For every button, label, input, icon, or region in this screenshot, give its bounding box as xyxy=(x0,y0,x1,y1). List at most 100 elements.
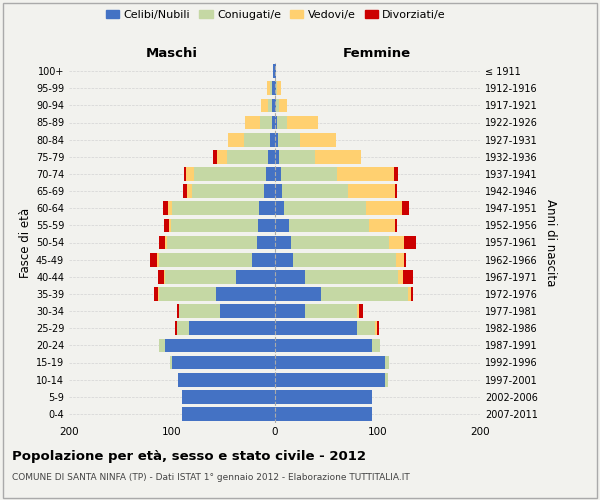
Bar xyxy=(385,373,388,386)
Bar xyxy=(171,218,258,232)
Bar xyxy=(275,218,289,232)
Bar xyxy=(228,133,244,146)
Bar xyxy=(160,287,216,301)
Bar xyxy=(275,407,372,421)
Bar xyxy=(375,322,377,335)
Bar xyxy=(217,150,227,164)
Bar xyxy=(275,287,321,301)
Bar xyxy=(404,236,416,250)
Bar xyxy=(389,236,404,250)
Bar xyxy=(272,116,275,130)
Bar xyxy=(261,98,268,112)
Bar xyxy=(337,167,394,181)
Bar xyxy=(189,322,275,335)
Bar xyxy=(194,167,266,181)
Bar xyxy=(150,253,157,266)
Bar xyxy=(252,253,275,266)
Bar xyxy=(305,304,356,318)
Bar xyxy=(167,202,172,215)
Text: COMUNE DI SANTA NINFA (TP) - Dati ISTAT 1° gennaio 2012 - Elaborazione TUTTITALI: COMUNE DI SANTA NINFA (TP) - Dati ISTAT … xyxy=(12,472,410,482)
Bar xyxy=(275,150,278,164)
Bar xyxy=(266,167,275,181)
Bar xyxy=(167,236,257,250)
Bar xyxy=(220,304,275,318)
Bar xyxy=(275,82,277,95)
Bar xyxy=(403,270,413,283)
Bar xyxy=(321,287,408,301)
Bar xyxy=(275,167,281,181)
Bar xyxy=(281,184,349,198)
Bar xyxy=(160,338,164,352)
Bar xyxy=(402,202,409,215)
Bar xyxy=(289,218,369,232)
Y-axis label: Anni di nascita: Anni di nascita xyxy=(544,199,557,286)
Bar xyxy=(275,116,277,130)
Bar xyxy=(257,236,275,250)
Bar xyxy=(385,356,389,370)
Bar xyxy=(287,116,317,130)
Bar xyxy=(186,167,194,181)
Bar xyxy=(227,150,268,164)
Bar xyxy=(182,390,275,404)
Bar xyxy=(260,116,272,130)
Bar xyxy=(291,236,389,250)
Bar xyxy=(274,64,275,78)
Bar xyxy=(275,202,284,215)
Bar xyxy=(275,390,372,404)
Bar xyxy=(356,322,375,335)
Bar xyxy=(160,236,164,250)
Legend: Celibi/Nubili, Coniugati/e, Vedovi/e, Divorziati/e: Celibi/Nubili, Coniugati/e, Vedovi/e, Di… xyxy=(101,6,451,25)
Bar xyxy=(268,150,275,164)
Bar xyxy=(272,98,275,112)
Bar xyxy=(183,184,187,198)
Bar xyxy=(277,116,287,130)
Bar xyxy=(177,322,189,335)
Bar xyxy=(268,98,272,112)
Bar xyxy=(366,202,402,215)
Bar xyxy=(275,304,305,318)
Bar xyxy=(394,167,398,181)
Bar xyxy=(164,218,169,232)
Bar xyxy=(275,133,278,146)
Bar xyxy=(213,150,217,164)
Bar xyxy=(182,407,275,421)
Bar xyxy=(398,270,403,283)
Bar xyxy=(177,304,179,318)
Bar xyxy=(275,356,385,370)
Bar xyxy=(281,167,337,181)
Bar xyxy=(216,287,275,301)
Bar xyxy=(271,82,272,95)
Bar xyxy=(275,253,293,266)
Bar xyxy=(170,356,172,370)
Bar xyxy=(193,184,264,198)
Bar xyxy=(259,202,275,215)
Bar xyxy=(278,133,300,146)
Bar xyxy=(275,270,305,283)
Bar xyxy=(169,218,171,232)
Bar xyxy=(275,184,281,198)
Bar xyxy=(160,253,252,266)
Bar xyxy=(314,150,361,164)
Bar xyxy=(172,356,275,370)
Bar xyxy=(395,184,397,198)
Bar xyxy=(244,133,271,146)
Bar xyxy=(178,373,275,386)
Bar xyxy=(277,82,281,95)
Bar xyxy=(293,253,396,266)
Bar xyxy=(369,218,395,232)
Bar xyxy=(284,202,366,215)
Bar xyxy=(264,184,275,198)
Bar xyxy=(164,270,236,283)
Bar xyxy=(172,202,259,215)
Bar xyxy=(275,373,385,386)
Bar xyxy=(154,287,158,301)
Text: Popolazione per età, sesso e stato civile - 2012: Popolazione per età, sesso e stato civil… xyxy=(12,450,366,463)
Bar xyxy=(396,253,404,266)
Bar xyxy=(300,133,336,146)
Bar xyxy=(359,304,363,318)
Y-axis label: Fasce di età: Fasce di età xyxy=(19,208,32,278)
Bar xyxy=(275,236,291,250)
Bar xyxy=(408,287,411,301)
Bar xyxy=(278,98,287,112)
Bar xyxy=(411,287,413,301)
